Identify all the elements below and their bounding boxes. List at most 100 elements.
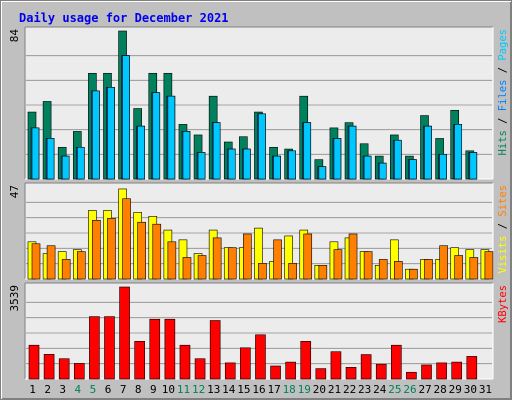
bar-pages-7	[122, 55, 130, 180]
bar-kbytes-1	[28, 344, 40, 380]
bar-pages-23	[363, 155, 372, 180]
x-tick-label-13: 13	[207, 383, 220, 396]
bar-sites-13	[212, 237, 222, 280]
x-tick-label-22: 22	[343, 383, 356, 396]
bar-kbytes-9	[149, 318, 161, 380]
bar-pages-22	[348, 125, 357, 180]
bar-pages-19	[303, 122, 312, 180]
bar-sites-18	[288, 263, 297, 280]
bar-pages-9	[152, 92, 161, 180]
x-tick-label-21: 21	[328, 383, 341, 396]
legend-sites: Sites	[497, 185, 509, 217]
bar-pages-21	[333, 138, 342, 180]
bar-kbytes-7	[119, 286, 130, 380]
bottom-y-max-label: 3539	[8, 285, 21, 312]
x-tick-label-20: 20	[313, 383, 326, 396]
bar-sites-30	[469, 257, 479, 280]
x-tick-label-19: 19	[298, 383, 311, 396]
x-tick-label-30: 30	[464, 383, 477, 396]
bar-sites-14	[227, 247, 237, 280]
bar-sites-4	[76, 251, 86, 280]
bar-pages-15	[243, 148, 251, 180]
x-tick-label-23: 23	[358, 383, 371, 396]
bar-kbytes-8	[134, 341, 145, 380]
bar-kbytes-17	[270, 365, 281, 380]
x-tick-label-4: 4	[75, 383, 82, 396]
x-tick-label-16: 16	[252, 383, 265, 396]
bar-sites-5	[92, 219, 101, 280]
bar-sites-6	[107, 218, 116, 280]
x-tick-label-17: 17	[267, 383, 280, 396]
bar-sites-31	[484, 251, 494, 280]
bar-kbytes-20	[315, 368, 327, 380]
x-tick-label-31: 31	[479, 383, 492, 396]
x-tick-label-29: 29	[449, 383, 462, 396]
legend-hits: Hits	[497, 130, 509, 155]
bar-sites-20	[318, 264, 328, 280]
bar-sites-19	[303, 233, 313, 280]
bar-pages-29	[454, 124, 463, 180]
legend-visits: Visits	[497, 236, 509, 274]
x-tick-label-8: 8	[135, 383, 142, 396]
bar-pages-3	[61, 155, 70, 180]
bar-sites-7	[122, 198, 131, 280]
x-tick-label-1: 1	[29, 383, 36, 396]
bar-pages-20	[318, 166, 327, 180]
bar-pages-28	[439, 154, 447, 180]
bar-sites-29	[454, 255, 464, 280]
bar-kbytes-29	[451, 361, 463, 380]
top-legend: Hits / Files / Pages	[497, 29, 509, 155]
bar-kbytes-14	[224, 362, 236, 380]
bar-kbytes-6	[104, 316, 115, 380]
x-tick-label-12: 12	[192, 383, 205, 396]
bar-pages-13	[212, 122, 221, 180]
bar-kbytes-26	[406, 371, 417, 380]
bar-sites-16	[258, 263, 267, 280]
bar-kbytes-11	[179, 344, 191, 380]
bar-sites-12	[197, 255, 207, 280]
bar-pages-5	[92, 90, 100, 180]
bar-pages-8	[137, 125, 145, 180]
bar-kbytes-10	[164, 318, 176, 380]
legend-kbytes: KBytes	[497, 285, 509, 323]
bar-sites-27	[424, 259, 433, 280]
bar-pages-11	[182, 131, 191, 180]
bar-pages-10	[167, 95, 176, 180]
bar-kbytes-30	[466, 356, 478, 380]
bar-sites-28	[439, 245, 448, 280]
bar-kbytes-28	[436, 362, 447, 380]
bar-kbytes-24	[375, 363, 387, 380]
bar-pages-14	[227, 148, 236, 180]
bar-sites-22	[348, 233, 358, 280]
top-y-max-label: 84	[8, 29, 21, 43]
x-tick-label-6: 6	[105, 383, 112, 396]
bar-kbytes-25	[391, 344, 402, 380]
bar-kbytes-5	[89, 316, 100, 380]
bar-pages-24	[378, 162, 387, 180]
bar-pages-1	[31, 127, 40, 180]
bar-kbytes-21	[330, 351, 342, 380]
x-tick-label-3: 3	[59, 383, 66, 396]
x-tick-label-25: 25	[388, 383, 401, 396]
bar-kbytes-22	[345, 367, 357, 380]
bar-kbytes-19	[300, 341, 312, 380]
x-tick-label-18: 18	[283, 383, 296, 396]
bar-kbytes-12	[194, 358, 206, 380]
x-tick-label-24: 24	[373, 383, 387, 396]
bar-sites-11	[182, 257, 192, 280]
x-tick-label-7: 7	[120, 383, 127, 396]
x-tick-label-9: 9	[150, 383, 157, 396]
bar-sites-24	[378, 259, 388, 280]
bar-pages-17	[273, 155, 281, 180]
bar-pages-25	[394, 139, 402, 180]
x-tick-label-2: 2	[44, 383, 51, 396]
bar-sites-23	[363, 251, 373, 280]
bar-pages-27	[424, 125, 432, 180]
bar-pages-4	[76, 146, 85, 180]
legend-separator: /	[497, 217, 509, 236]
bottom-legend: KBytes	[497, 285, 509, 323]
bar-sites-2	[46, 245, 56, 280]
chart-title: Daily usage for December 2021	[19, 11, 229, 25]
